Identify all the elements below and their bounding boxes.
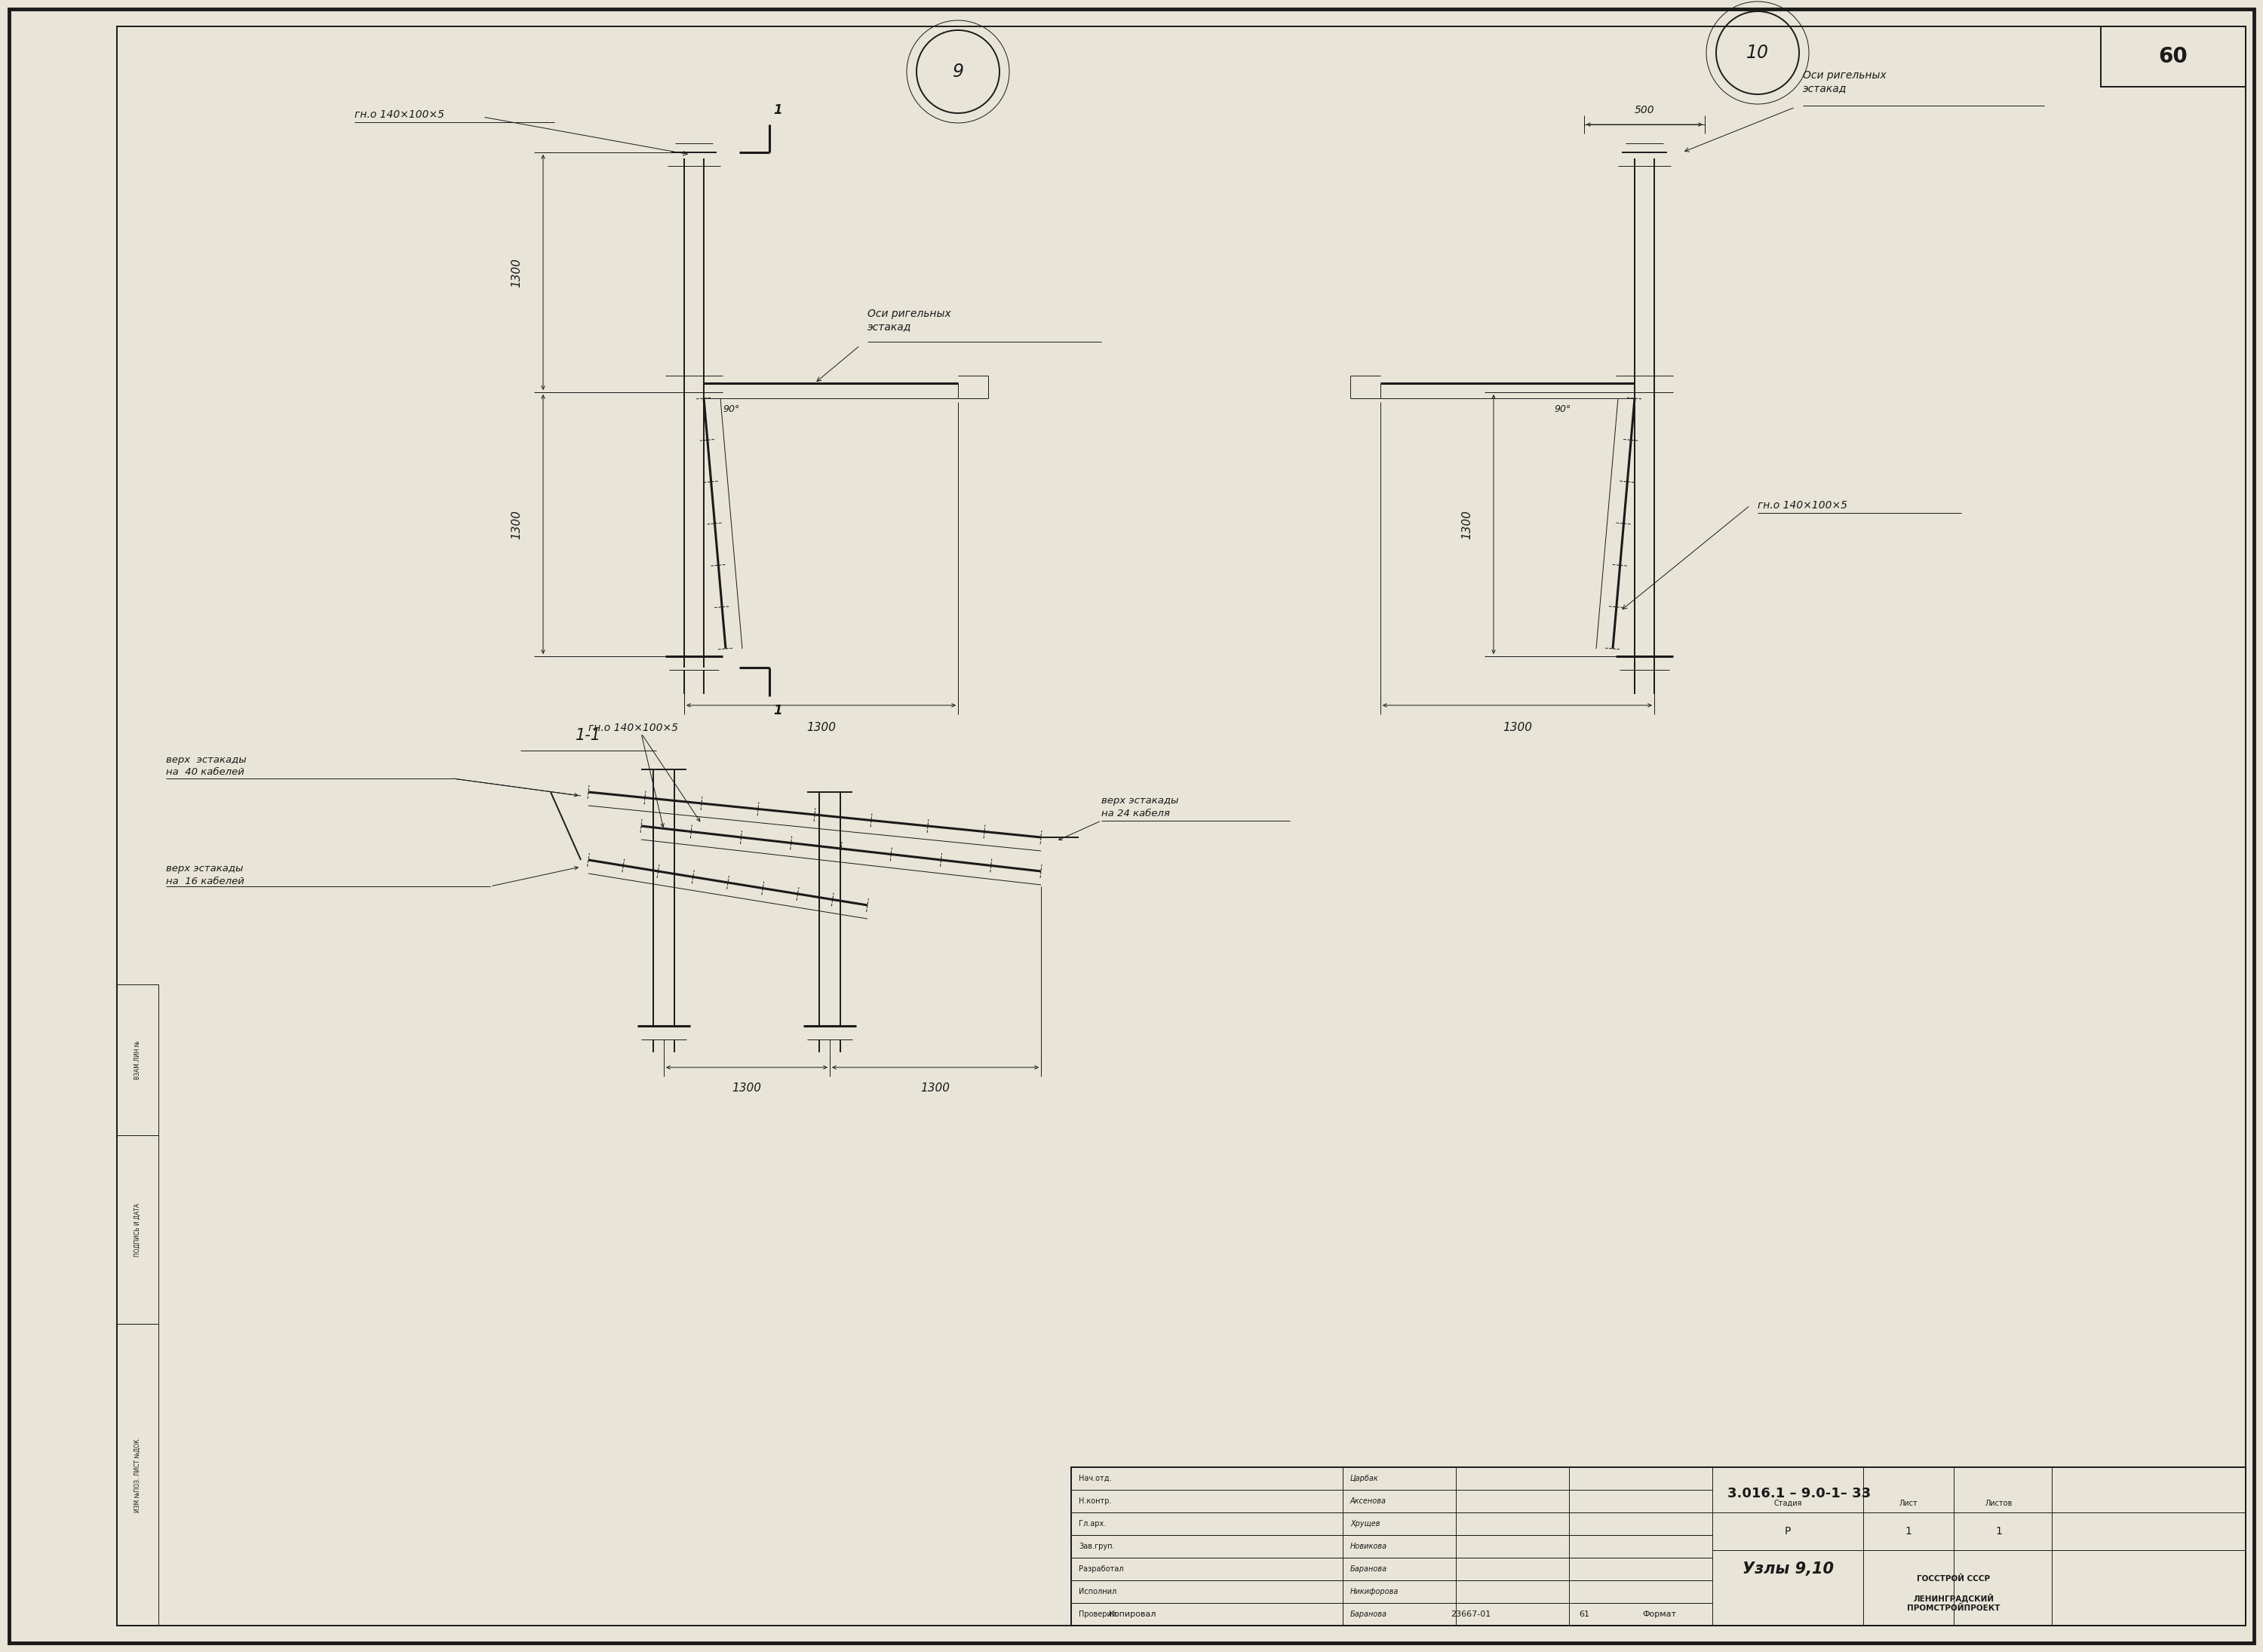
Text: Оси ригельных
эстакад: Оси ригельных эстакад (867, 309, 950, 332)
Text: Никифорова: Никифорова (1351, 1588, 1399, 1596)
Text: ВЗАМ.ЛИН №: ВЗАМ.ЛИН № (134, 1041, 140, 1079)
Text: 1300: 1300 (1462, 509, 1473, 539)
Text: Исполнил: Исполнил (1079, 1588, 1116, 1596)
Text: Аксенова: Аксенова (1351, 1497, 1387, 1505)
Text: Лист: Лист (1899, 1500, 1917, 1507)
Text: 1: 1 (1905, 1526, 1912, 1536)
Text: ПОДПИСЬ И ДАТА: ПОДПИСЬ И ДАТА (134, 1203, 140, 1257)
Text: Новикова: Новикова (1351, 1543, 1387, 1550)
Text: 1-1: 1-1 (575, 729, 602, 743)
Text: 23667-01: 23667-01 (1451, 1611, 1491, 1617)
Text: Стадия: Стадия (1774, 1500, 1801, 1507)
Text: верх эстакады
на  16 кабелей: верх эстакады на 16 кабелей (165, 864, 244, 885)
Text: 60: 60 (2159, 46, 2188, 68)
Text: 1300: 1300 (1503, 722, 1532, 733)
Text: 1: 1 (774, 704, 783, 717)
Text: 1300: 1300 (511, 258, 523, 287)
Text: 1300: 1300 (921, 1082, 950, 1094)
Bar (118, 1323, 158, 1626)
Text: Зав.груп.: Зав.груп. (1079, 1543, 1116, 1550)
Text: 10: 10 (1747, 43, 1770, 61)
Text: Разработал: Разработал (1079, 1564, 1125, 1573)
Text: ГОССТРОЙ СССР: ГОССТРОЙ СССР (1917, 1574, 1991, 1583)
Bar (1070, 1467, 2245, 1626)
Text: верх эстакады
на 24 кабеля: верх эстакады на 24 кабеля (1102, 796, 1179, 818)
Text: 9: 9 (953, 63, 964, 81)
Text: гн.о 140×100×5: гн.о 140×100×5 (588, 722, 679, 733)
Text: Проверил: Проверил (1079, 1611, 1116, 1617)
Text: Гл.арх.: Гл.арх. (1079, 1520, 1107, 1528)
Text: гн.о 140×100×5: гн.о 140×100×5 (355, 109, 444, 121)
Text: 1: 1 (774, 104, 783, 117)
Text: верх  эстакады
на  40 кабелей: верх эстакады на 40 кабелей (165, 755, 247, 776)
Text: Копировал: Копировал (1109, 1611, 1156, 1617)
Text: Н.контр.: Н.контр. (1079, 1497, 1111, 1505)
Text: 500: 500 (1634, 104, 1654, 116)
Bar (118, 985, 158, 1135)
Text: 90°: 90° (1555, 405, 1571, 413)
Text: 1300: 1300 (511, 509, 523, 539)
Text: Царбак: Царбак (1351, 1475, 1378, 1482)
Text: 3.016.1 – 9.0-1– 33: 3.016.1 – 9.0-1– 33 (1727, 1487, 1872, 1500)
Text: Нач.отд.: Нач.отд. (1079, 1475, 1111, 1482)
Text: ЛЕНИНГРАДСКИЙ
ПРОМСТРОЙПРОЕКТ: ЛЕНИНГРАДСКИЙ ПРОМСТРОЙПРОЕКТ (1908, 1594, 2000, 1612)
Bar (2100, 26, 2245, 88)
Bar (118, 1135, 158, 1323)
Text: ИЗМ №ПОЗ. ЛИСТ №ДОК.: ИЗМ №ПОЗ. ЛИСТ №ДОК. (134, 1437, 140, 1512)
Text: 1300: 1300 (806, 722, 835, 733)
Text: Узлы 9,10: Узлы 9,10 (1743, 1561, 1833, 1576)
Text: 1: 1 (1996, 1526, 2003, 1536)
Text: Баранова: Баранова (1351, 1564, 1387, 1573)
Text: Хрущев: Хрущев (1351, 1520, 1380, 1528)
Text: Оси ригельных
эстакад: Оси ригельных эстакад (1804, 69, 1887, 94)
Text: Листов: Листов (1985, 1500, 2012, 1507)
Text: 61: 61 (1580, 1611, 1589, 1617)
Text: 90°: 90° (722, 405, 740, 413)
Text: P: P (1786, 1526, 1790, 1536)
Text: Формат: Формат (1643, 1611, 1677, 1617)
Text: Баранова: Баранова (1351, 1611, 1387, 1617)
Text: 1300: 1300 (733, 1082, 760, 1094)
Text: гн.о 140×100×5: гн.о 140×100×5 (1758, 501, 1847, 510)
